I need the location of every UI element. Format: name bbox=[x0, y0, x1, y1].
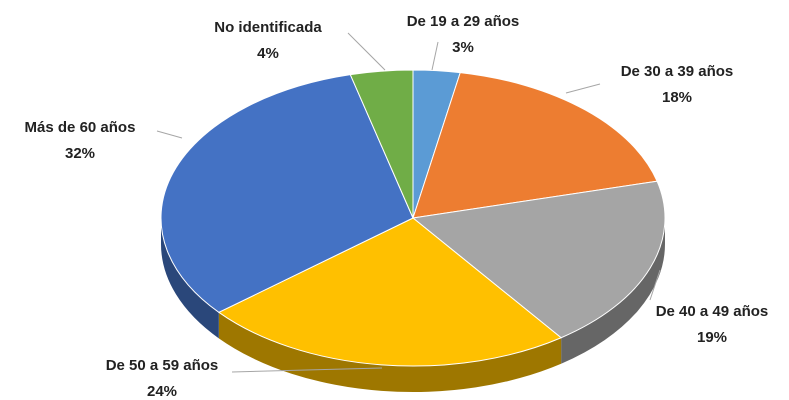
leader-line bbox=[431, 41, 439, 71]
data-label-value: 19% bbox=[697, 329, 727, 346]
data-label-value: 18% bbox=[662, 89, 692, 106]
leader-line bbox=[347, 32, 386, 71]
data-label-category: De 40 a 49 años bbox=[656, 303, 769, 320]
leader-line bbox=[649, 269, 661, 301]
pie-slice bbox=[411, 180, 666, 339]
pie-slice bbox=[217, 217, 563, 367]
data-label-value: 32% bbox=[65, 145, 95, 162]
data-label-category: Más de 60 años bbox=[25, 119, 136, 136]
leader-line bbox=[156, 130, 183, 139]
pie-slice bbox=[349, 69, 414, 219]
pie-slice bbox=[412, 72, 658, 219]
leader-line bbox=[231, 367, 383, 373]
pie-side bbox=[161, 218, 219, 339]
data-label-category: De 19 a 29 años bbox=[407, 13, 520, 30]
data-label-value: 24% bbox=[147, 383, 177, 400]
pie-side bbox=[218, 312, 562, 393]
leader-line bbox=[565, 83, 601, 94]
data-label-category: De 30 a 39 años bbox=[621, 63, 734, 80]
data-label-category: De 50 a 59 años bbox=[106, 357, 219, 374]
pie-slice bbox=[160, 74, 414, 313]
data-label-category: No identificada bbox=[214, 19, 322, 36]
data-label-value: 3% bbox=[452, 39, 474, 56]
pie-side bbox=[561, 218, 665, 364]
data-label-value: 4% bbox=[257, 45, 279, 62]
